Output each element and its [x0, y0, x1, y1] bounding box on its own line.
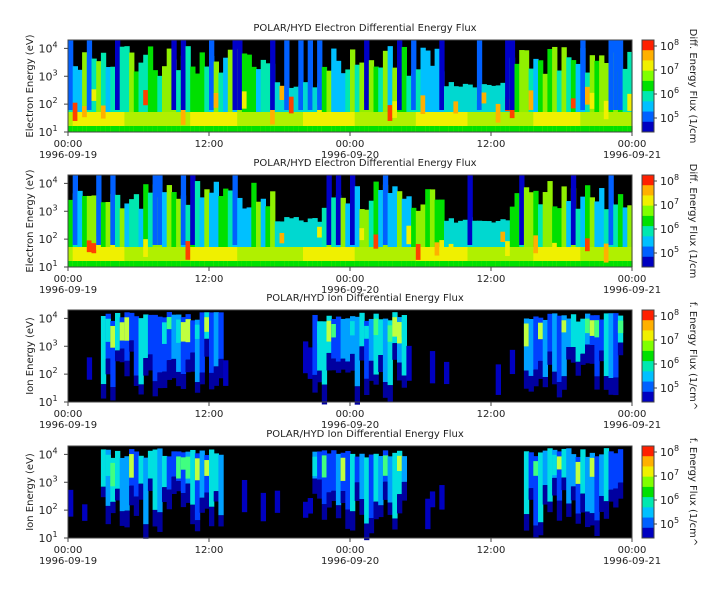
colorbar-tick-label: 107	[660, 332, 679, 347]
x-tick-label: 12:00	[195, 139, 224, 150]
colorbar-tick-label: 108	[660, 38, 679, 53]
x-date-label: 1996-09-19	[39, 556, 97, 567]
panel-title: POLAR/HYD Ion Differential Energy Flux	[266, 293, 464, 304]
colorbar-label: Diff. Energy Flux (1/cm	[687, 164, 698, 279]
x-tick-label: 00:00	[618, 274, 647, 285]
panel-2: POLAR/HYD Electron Differential Energy F…	[25, 158, 698, 296]
colorbar-tick-label: 107	[660, 62, 679, 77]
colorbar-tick-label: 106	[660, 356, 679, 371]
colorbar-label: Diff. Energy Flux (1/cm	[687, 29, 698, 144]
colorbar-tick-label: 107	[660, 197, 679, 212]
colorbar: 105 106 107 108 f. Energy Flux (1/cm^	[641, 302, 698, 411]
colorbar-tick-label: 105	[660, 245, 679, 260]
x-date-label: 1996-09-20	[321, 150, 379, 161]
panel-3: POLAR/HYD Ion Differential Energy Flux 10…	[25, 293, 698, 431]
x-tick-label: 00:00	[336, 545, 365, 556]
colorbar-tick-label: 107	[660, 468, 679, 483]
y-tick-label: 102	[38, 231, 57, 246]
x-date-label: 1996-09-20	[321, 556, 379, 567]
y-tick-label: 103	[38, 203, 57, 218]
x-date-label: 1996-09-21	[603, 420, 661, 431]
y-tick-label: 103	[38, 338, 57, 353]
spectrogram-plot	[67, 309, 633, 405]
panel-title: POLAR/HYD Electron Differential Energy F…	[253, 23, 476, 34]
x-tick-label: 00:00	[336, 274, 365, 285]
colorbar-tick-label: 106	[660, 86, 679, 101]
y-axis-label: Electron Energy (eV)	[25, 34, 36, 137]
x-tick-label: 12:00	[195, 545, 224, 556]
x-tick-label: 12:00	[477, 274, 506, 285]
y-tick-label: 101	[38, 530, 57, 545]
y-tick-label: 102	[38, 366, 57, 381]
colorbar-tick-label: 108	[660, 308, 679, 323]
spectrogram-plot	[67, 445, 633, 541]
y-tick-label: 101	[38, 124, 57, 139]
colorbar-tick-label: 108	[660, 173, 679, 188]
colorbar-tick-label: 105	[660, 380, 679, 395]
y-tick-label: 101	[38, 259, 57, 274]
x-tick-label: 00:00	[618, 545, 647, 556]
colorbar-tick-label: 106	[660, 492, 679, 507]
x-date-label: 1996-09-19	[39, 420, 97, 431]
x-date-label: 1996-09-19	[39, 150, 97, 161]
x-date-label: 1996-09-20	[321, 420, 379, 431]
x-tick-label: 00:00	[618, 139, 647, 150]
spectrogram-plot	[67, 174, 633, 268]
x-tick-label: 00:00	[336, 139, 365, 150]
y-tick-label: 102	[38, 96, 57, 111]
colorbar-label: f. Energy Flux (1/cm^	[687, 438, 698, 547]
panel-title: POLAR/HYD Electron Differential Energy F…	[253, 158, 476, 169]
colorbar: 105 106 107 108 f. Energy Flux (1/cm^	[641, 438, 698, 547]
y-tick-label: 103	[38, 68, 57, 83]
y-tick-label: 101	[38, 394, 57, 409]
x-date-label: 1996-09-19	[39, 285, 97, 296]
x-tick-label: 12:00	[195, 409, 224, 420]
colorbar: 105 106 107 108 Diff. Energy Flux (1/cm	[641, 164, 698, 279]
x-tick-label: 00:00	[54, 139, 83, 150]
x-tick-label: 00:00	[54, 409, 83, 420]
x-tick-label: 12:00	[477, 139, 506, 150]
x-tick-label: 00:00	[336, 409, 365, 420]
y-axis-label: Electron Energy (eV)	[25, 169, 36, 272]
panel-1: POLAR/HYD Electron Differential Energy F…	[25, 23, 698, 161]
y-axis-label: Ion Energy (eV)	[25, 453, 36, 531]
y-tick-label: 104	[38, 40, 57, 55]
y-tick-label: 104	[38, 446, 57, 461]
y-tick-label: 102	[38, 502, 57, 517]
colorbar-label: f. Energy Flux (1/cm^	[687, 302, 698, 411]
y-tick-label: 104	[38, 310, 57, 325]
y-axis-label: Ion Energy (eV)	[25, 317, 36, 395]
x-date-label: 1996-09-21	[603, 150, 661, 161]
colorbar: 105 106 107 108 Diff. Energy Flux (1/cm	[641, 29, 698, 144]
y-tick-label: 103	[38, 474, 57, 489]
colorbar-tick-label: 105	[660, 516, 679, 531]
x-tick-label: 12:00	[477, 409, 506, 420]
x-date-label: 1996-09-21	[603, 556, 661, 567]
x-tick-label: 00:00	[54, 274, 83, 285]
x-date-label: 1996-09-20	[321, 285, 379, 296]
x-tick-label: 00:00	[618, 409, 647, 420]
x-tick-label: 00:00	[54, 545, 83, 556]
x-tick-label: 12:00	[195, 274, 224, 285]
panel-title: POLAR/HYD Ion Differential Energy Flux	[266, 429, 464, 440]
colorbar-tick-label: 106	[660, 221, 679, 236]
panel-4: POLAR/HYD Ion Differential Energy Flux 10…	[25, 429, 698, 567]
spectrogram-plot	[67, 39, 633, 133]
y-tick-label: 104	[38, 175, 57, 190]
colorbar-tick-label: 108	[660, 444, 679, 459]
x-date-label: 1996-09-21	[603, 285, 661, 296]
x-tick-label: 12:00	[477, 545, 506, 556]
colorbar-tick-label: 105	[660, 110, 679, 125]
